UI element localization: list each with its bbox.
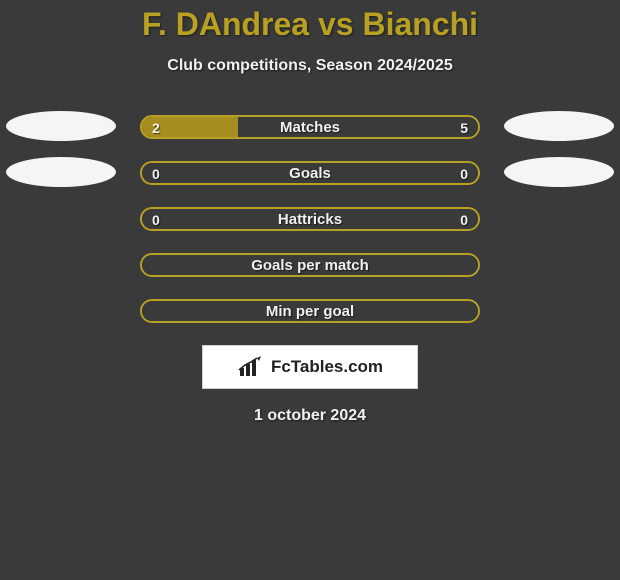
stat-value-left: 2 [152,117,160,139]
stat-label: Goals per match [142,255,478,277]
stat-row: Goals per match [0,253,620,283]
stat-bar: Matches2 5 [140,115,480,139]
stat-label: Goals [142,163,478,185]
stat-label: Hattricks [142,209,478,231]
stat-bar: Hattricks0 0 [140,207,480,231]
stat-value-right: 0 [460,163,468,185]
stat-label: Matches [142,117,478,139]
logo-box[interactable]: FcTables.com [202,345,418,389]
stat-value-left: 0 [152,163,160,185]
stat-row: Min per goal [0,299,620,329]
page-root: F. DAndrea vs Bianchi Club competitions,… [0,0,620,580]
stat-bar: Goals per match [140,253,480,277]
stat-bar: Goals0 0 [140,161,480,185]
stat-row: Matches2 5 [0,115,620,145]
comparison-rows: Matches25Goals00Hattricks00Goals per mat… [0,115,620,329]
stat-label: Min per goal [142,301,478,323]
logo-text: FcTables.com [271,357,383,377]
stat-value-left: 0 [152,209,160,231]
stat-bar: Min per goal [140,299,480,323]
player-right-oval [504,157,614,187]
date-label: 1 october 2024 [0,407,620,425]
bar-chart-icon [237,356,265,378]
stat-row: Goals0 0 [0,161,620,191]
player-right-oval [504,111,614,141]
stat-value-right: 0 [460,209,468,231]
stat-row: Hattricks0 0 [0,207,620,237]
stat-value-right: 5 [460,117,468,139]
page-subtitle: Club competitions, Season 2024/2025 [0,57,620,75]
player-left-oval [6,157,116,187]
player-left-oval [6,111,116,141]
page-title: F. DAndrea vs Bianchi [0,0,620,43]
